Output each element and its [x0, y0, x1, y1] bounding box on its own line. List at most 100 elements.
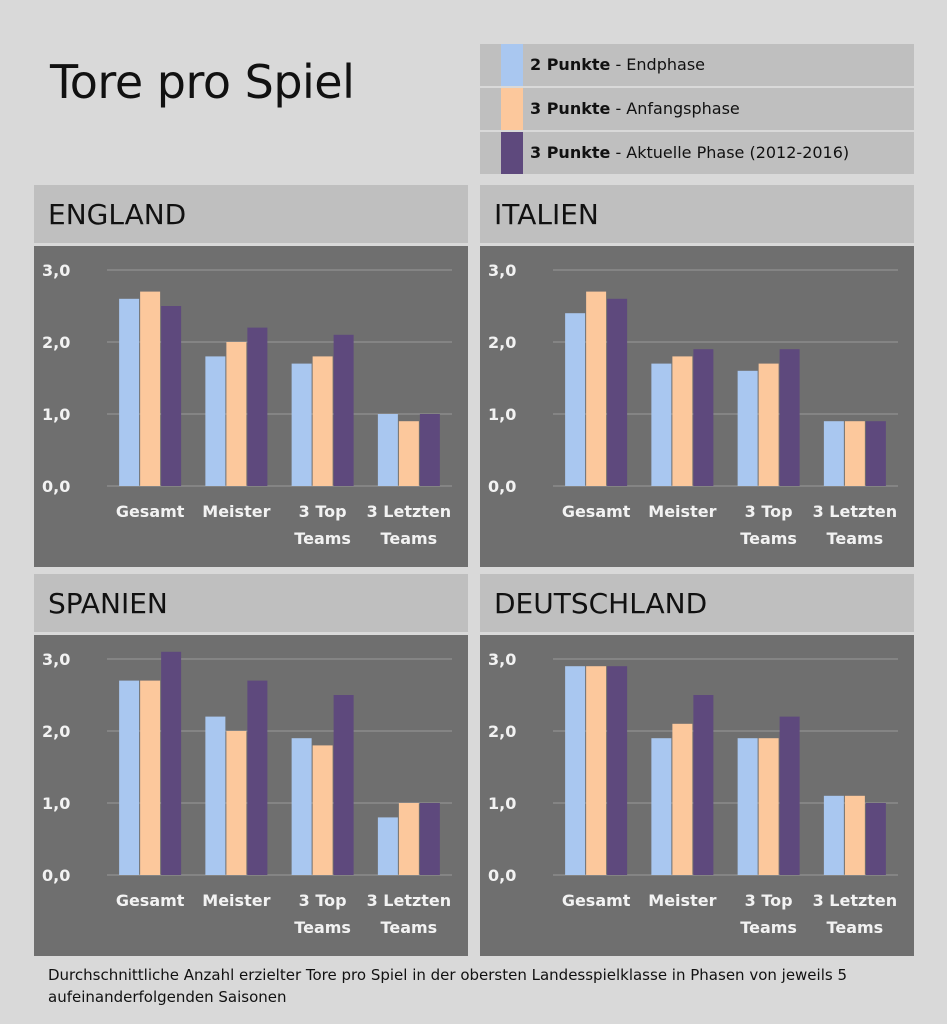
- bar: [779, 349, 800, 486]
- bar: [758, 738, 779, 875]
- x-category-label: Teams: [827, 529, 884, 548]
- bar: [672, 356, 693, 486]
- bar: [291, 738, 312, 875]
- y-tick-label: 0,0: [42, 866, 70, 885]
- legend-label-bold: 2 Punkte: [530, 55, 611, 74]
- chart-italien: 0,0 1,0 2,0 3,0 Gesamt Meister 3 Top Teams 3 Let…: [480, 246, 914, 567]
- x-category-label: 3 Top: [299, 502, 347, 521]
- chart-deutschland: 0,0 1,0 2,0 3,0 Gesamt Meister 3 Top Teams 3 Let…: [480, 635, 914, 956]
- bar: [398, 803, 419, 875]
- chart-svg: 0,0 1,0 2,0 3,0 Gesamt Meister 3 Top Teams 3 Let…: [488, 650, 898, 937]
- bar: [565, 313, 586, 486]
- bar: [693, 695, 714, 875]
- bar: [161, 651, 182, 875]
- bar: [140, 680, 161, 875]
- legend-label-rest: - Aktuelle Phase (2012-2016): [610, 143, 850, 162]
- bar: [247, 680, 268, 875]
- legend-label-endphase: 2 Punkte - Endphase: [530, 44, 705, 86]
- x-category-label: Meister: [202, 891, 270, 910]
- bar: [419, 414, 440, 486]
- x-category-label: 3 Letzten: [367, 502, 452, 521]
- x-category-label: Gesamt: [116, 502, 185, 521]
- panel-italien: ITALIEN 0,0 1,0 2,0 3,0 Gesamt Meister 3 Top Te…: [480, 185, 914, 567]
- chart-svg: 0,0 1,0 2,0 3,0 Gesamt Meister 3 Top Teams 3 Let…: [488, 261, 898, 548]
- bar: [844, 421, 865, 486]
- x-category-label: Gesamt: [562, 891, 631, 910]
- legend-item-anfangsphase: 3 Punkte - Anfangsphase: [480, 88, 914, 130]
- page-title: Tore pro Spiel: [50, 55, 355, 109]
- bar: [119, 298, 140, 486]
- chart-england: 0,0 1,0 2,0 3,0 Gesamt Meister 3 Top Teams 3 Let…: [34, 246, 468, 567]
- bar: [737, 370, 758, 486]
- legend-label-rest: - Endphase: [610, 55, 705, 74]
- legend-item-aktuelle-phase: 3 Punkte - Aktuelle Phase (2012-2016): [480, 132, 914, 174]
- panel-spanien: SPANIEN 0,0 1,0 2,0 3,0 Gesamt Meister 3 Top Te…: [34, 574, 468, 956]
- bar: [205, 716, 226, 875]
- bar: [651, 363, 672, 486]
- x-category-label: Teams: [740, 918, 797, 937]
- bar: [865, 421, 886, 486]
- x-category-label: Teams: [740, 529, 797, 548]
- bar: [565, 666, 586, 875]
- x-category-label: 3 Top: [745, 891, 793, 910]
- x-category-label: Teams: [294, 918, 351, 937]
- bar: [161, 306, 182, 486]
- bar: [205, 356, 226, 486]
- bar: [226, 342, 247, 486]
- legend-label-rest: - Anfangsphase: [610, 99, 740, 118]
- bar: [291, 363, 312, 486]
- bar: [844, 795, 865, 875]
- panel-england: ENGLAND 0,0 1,0 2,0 3,0 Gesamt Meister 3 Top Te…: [34, 185, 468, 567]
- chart-spanien: 0,0 1,0 2,0 3,0 Gesamt Meister 3 Top Teams 3 Let…: [34, 635, 468, 956]
- bar: [377, 414, 398, 486]
- x-category-label: Gesamt: [116, 891, 185, 910]
- x-category-label: Meister: [202, 502, 270, 521]
- bar: [823, 421, 844, 486]
- y-tick-label: 3,0: [42, 650, 70, 669]
- panel-title: ITALIEN: [480, 185, 914, 243]
- y-tick-label: 2,0: [488, 333, 516, 352]
- bar: [779, 716, 800, 875]
- bar: [672, 723, 693, 875]
- x-category-label: 3 Letzten: [367, 891, 452, 910]
- y-tick-label: 1,0: [42, 794, 70, 813]
- y-tick-label: 1,0: [42, 405, 70, 424]
- bar: [247, 327, 268, 486]
- chart-caption: Durchschnittliche Anzahl erzielter Tore …: [48, 966, 847, 1006]
- x-category-label: Meister: [648, 891, 716, 910]
- bar: [419, 803, 440, 875]
- legend-label-aktuelle-phase: 3 Punkte - Aktuelle Phase (2012-2016): [530, 132, 849, 174]
- y-tick-label: 1,0: [488, 794, 516, 813]
- bar: [758, 363, 779, 486]
- legend: 2 Punkte - Endphase 3 Punkte - Anfangsph…: [480, 44, 914, 176]
- bar: [312, 745, 333, 875]
- y-tick-label: 2,0: [42, 333, 70, 352]
- y-tick-label: 1,0: [488, 405, 516, 424]
- y-tick-label: 0,0: [488, 477, 516, 496]
- bar: [333, 334, 354, 486]
- x-category-label: 3 Top: [745, 502, 793, 521]
- y-tick-label: 3,0: [42, 261, 70, 280]
- bar: [865, 803, 886, 875]
- x-category-label: Teams: [827, 918, 884, 937]
- y-tick-label: 3,0: [488, 261, 516, 280]
- bar: [607, 666, 628, 875]
- bar: [226, 731, 247, 875]
- bar: [586, 666, 607, 875]
- chart-svg: 0,0 1,0 2,0 3,0 Gesamt Meister 3 Top Teams 3 Let…: [42, 261, 452, 548]
- y-tick-label: 3,0: [488, 650, 516, 669]
- legend-label-bold: 3 Punkte: [530, 99, 611, 118]
- x-category-label: Gesamt: [562, 502, 631, 521]
- bar: [586, 291, 607, 486]
- bar: [693, 349, 714, 486]
- bar: [377, 817, 398, 875]
- y-tick-label: 0,0: [488, 866, 516, 885]
- y-tick-label: 2,0: [42, 722, 70, 741]
- x-category-label: 3 Top: [299, 891, 347, 910]
- bar: [737, 738, 758, 875]
- x-category-label: 3 Letzten: [813, 891, 898, 910]
- legend-label-anfangsphase: 3 Punkte - Anfangsphase: [530, 88, 740, 130]
- bar: [140, 291, 161, 486]
- bar: [119, 680, 140, 875]
- panel-title: DEUTSCHLAND: [480, 574, 914, 632]
